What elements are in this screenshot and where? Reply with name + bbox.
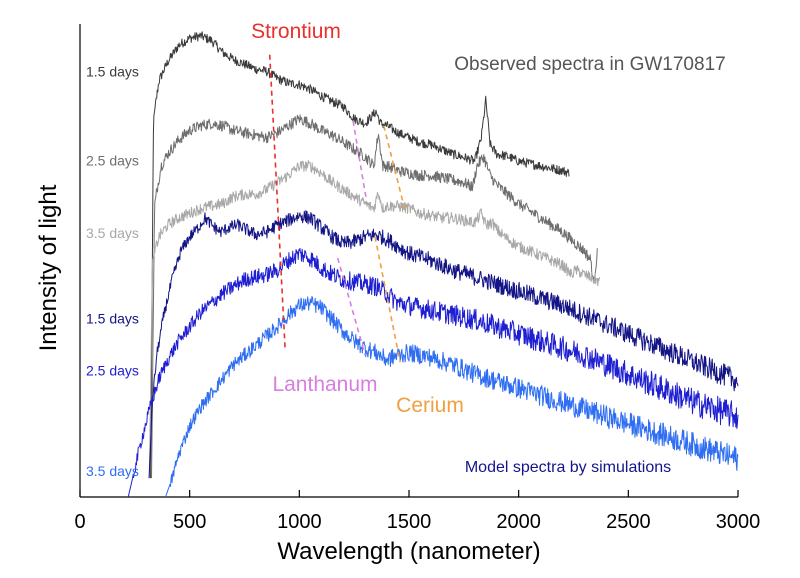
absorption-guides bbox=[268, 54, 407, 363]
model-spectrum-3-5-days bbox=[165, 296, 739, 498]
x-tick-label: 1500 bbox=[387, 511, 432, 533]
x-axis-ticks: 0 500 1000 1500 2000 2500 3000 bbox=[74, 490, 760, 533]
observed-series-label: 2.5 days bbox=[86, 153, 139, 169]
x-axis-title: Wavelength (nanometer) bbox=[277, 538, 540, 565]
strontium-guide-line bbox=[268, 54, 286, 349]
x-tick-label: 500 bbox=[173, 511, 206, 533]
lanthanum-guide-line bbox=[336, 257, 366, 356]
lanthanum-guide-line bbox=[352, 120, 368, 200]
lanthanum-label: Lanthanum bbox=[272, 373, 377, 396]
spectra-series bbox=[127, 31, 739, 498]
y-axis-title: Intensity of light bbox=[35, 184, 62, 351]
model-spectrum-1-5-days bbox=[148, 210, 739, 479]
observed-spectrum-3-5-days bbox=[148, 160, 600, 479]
observed-spectrum-1-5-days bbox=[150, 31, 570, 479]
model-spectrum-2-5-days bbox=[127, 247, 739, 498]
observed-spectrum-2-5-days bbox=[151, 114, 598, 479]
observed-series-label: 1.5 days bbox=[86, 63, 139, 79]
x-tick-label: 3000 bbox=[716, 511, 761, 533]
model-series-label: 1.5 days bbox=[86, 310, 139, 326]
series-labels: 1.5 days 2.5 days 3.5 days 1.5 days 2.5 days… bbox=[86, 63, 139, 479]
x-tick-label: 2500 bbox=[606, 511, 651, 533]
observed-spectra-label: Observed spectra in GW170817 bbox=[454, 54, 725, 75]
cerium-label: Cerium bbox=[396, 394, 464, 417]
cerium-guide-line bbox=[374, 236, 402, 363]
cerium-guide-line bbox=[383, 125, 407, 214]
strontium-label: Strontium bbox=[251, 20, 341, 43]
model-spectra-label: Model spectra by simulations bbox=[465, 459, 671, 476]
x-tick-label: 1000 bbox=[277, 511, 322, 533]
observed-series-label: 3.5 days bbox=[86, 225, 139, 241]
x-tick-label: 0 bbox=[74, 511, 85, 533]
model-series-label: 3.5 days bbox=[86, 463, 139, 479]
model-series-label: 2.5 days bbox=[86, 362, 139, 378]
x-tick-label: 2000 bbox=[496, 511, 541, 533]
